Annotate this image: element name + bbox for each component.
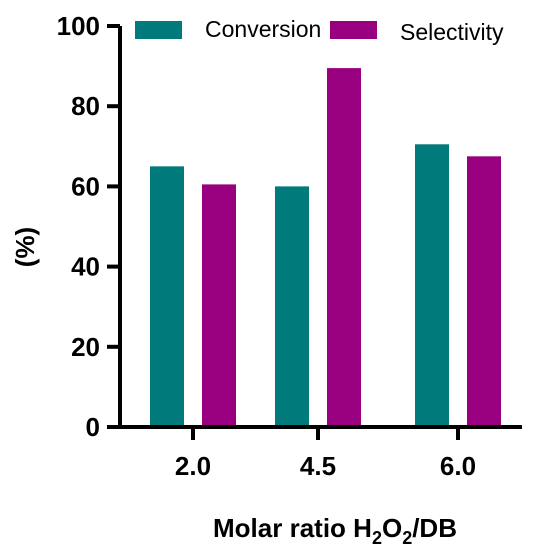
bar-conversion-2.0 [150, 166, 184, 427]
legend-label-conversion: Conversion [205, 16, 321, 42]
bar-selectivity-4.5 [327, 68, 361, 427]
x-tick-label: 4.5 [300, 451, 336, 481]
x-axis-title-tail: /DB [412, 513, 457, 543]
bars-group [150, 68, 501, 428]
y-ticks-group: 0 20 40 60 80 100 [57, 11, 120, 442]
x-tick-label: 2.0 [175, 451, 211, 481]
legend: Conversion Selectivity [135, 16, 504, 45]
x-axis-title-main: Molar ratio H [213, 513, 372, 543]
y-tick-label: 80 [71, 91, 100, 121]
y-tick-label: 100 [57, 11, 100, 41]
x-ticks-group: 2.0 4.5 6.0 [175, 427, 476, 481]
bar-conversion-4.5 [275, 186, 309, 427]
bar-conversion-6.0 [415, 144, 449, 428]
y-tick-label: 0 [86, 412, 100, 442]
y-tick-label: 60 [71, 171, 100, 201]
legend-swatch-selectivity [330, 21, 377, 39]
x-axis-title-mid: O [382, 513, 402, 543]
y-tick-label: 40 [71, 252, 100, 282]
bar-selectivity-6.0 [467, 156, 501, 427]
legend-swatch-conversion [135, 21, 182, 39]
bar-selectivity-2.0 [202, 184, 236, 427]
x-tick-label: 6.0 [440, 451, 476, 481]
y-axis-title: (%) [10, 227, 40, 267]
x-axis-title-sub1: 2 [372, 528, 382, 548]
x-axis-title: Molar ratio H2O2/DB [213, 513, 457, 548]
legend-label-selectivity: Selectivity [400, 19, 504, 45]
x-axis-title-sub2: 2 [402, 528, 412, 548]
y-tick-label: 20 [71, 332, 100, 362]
